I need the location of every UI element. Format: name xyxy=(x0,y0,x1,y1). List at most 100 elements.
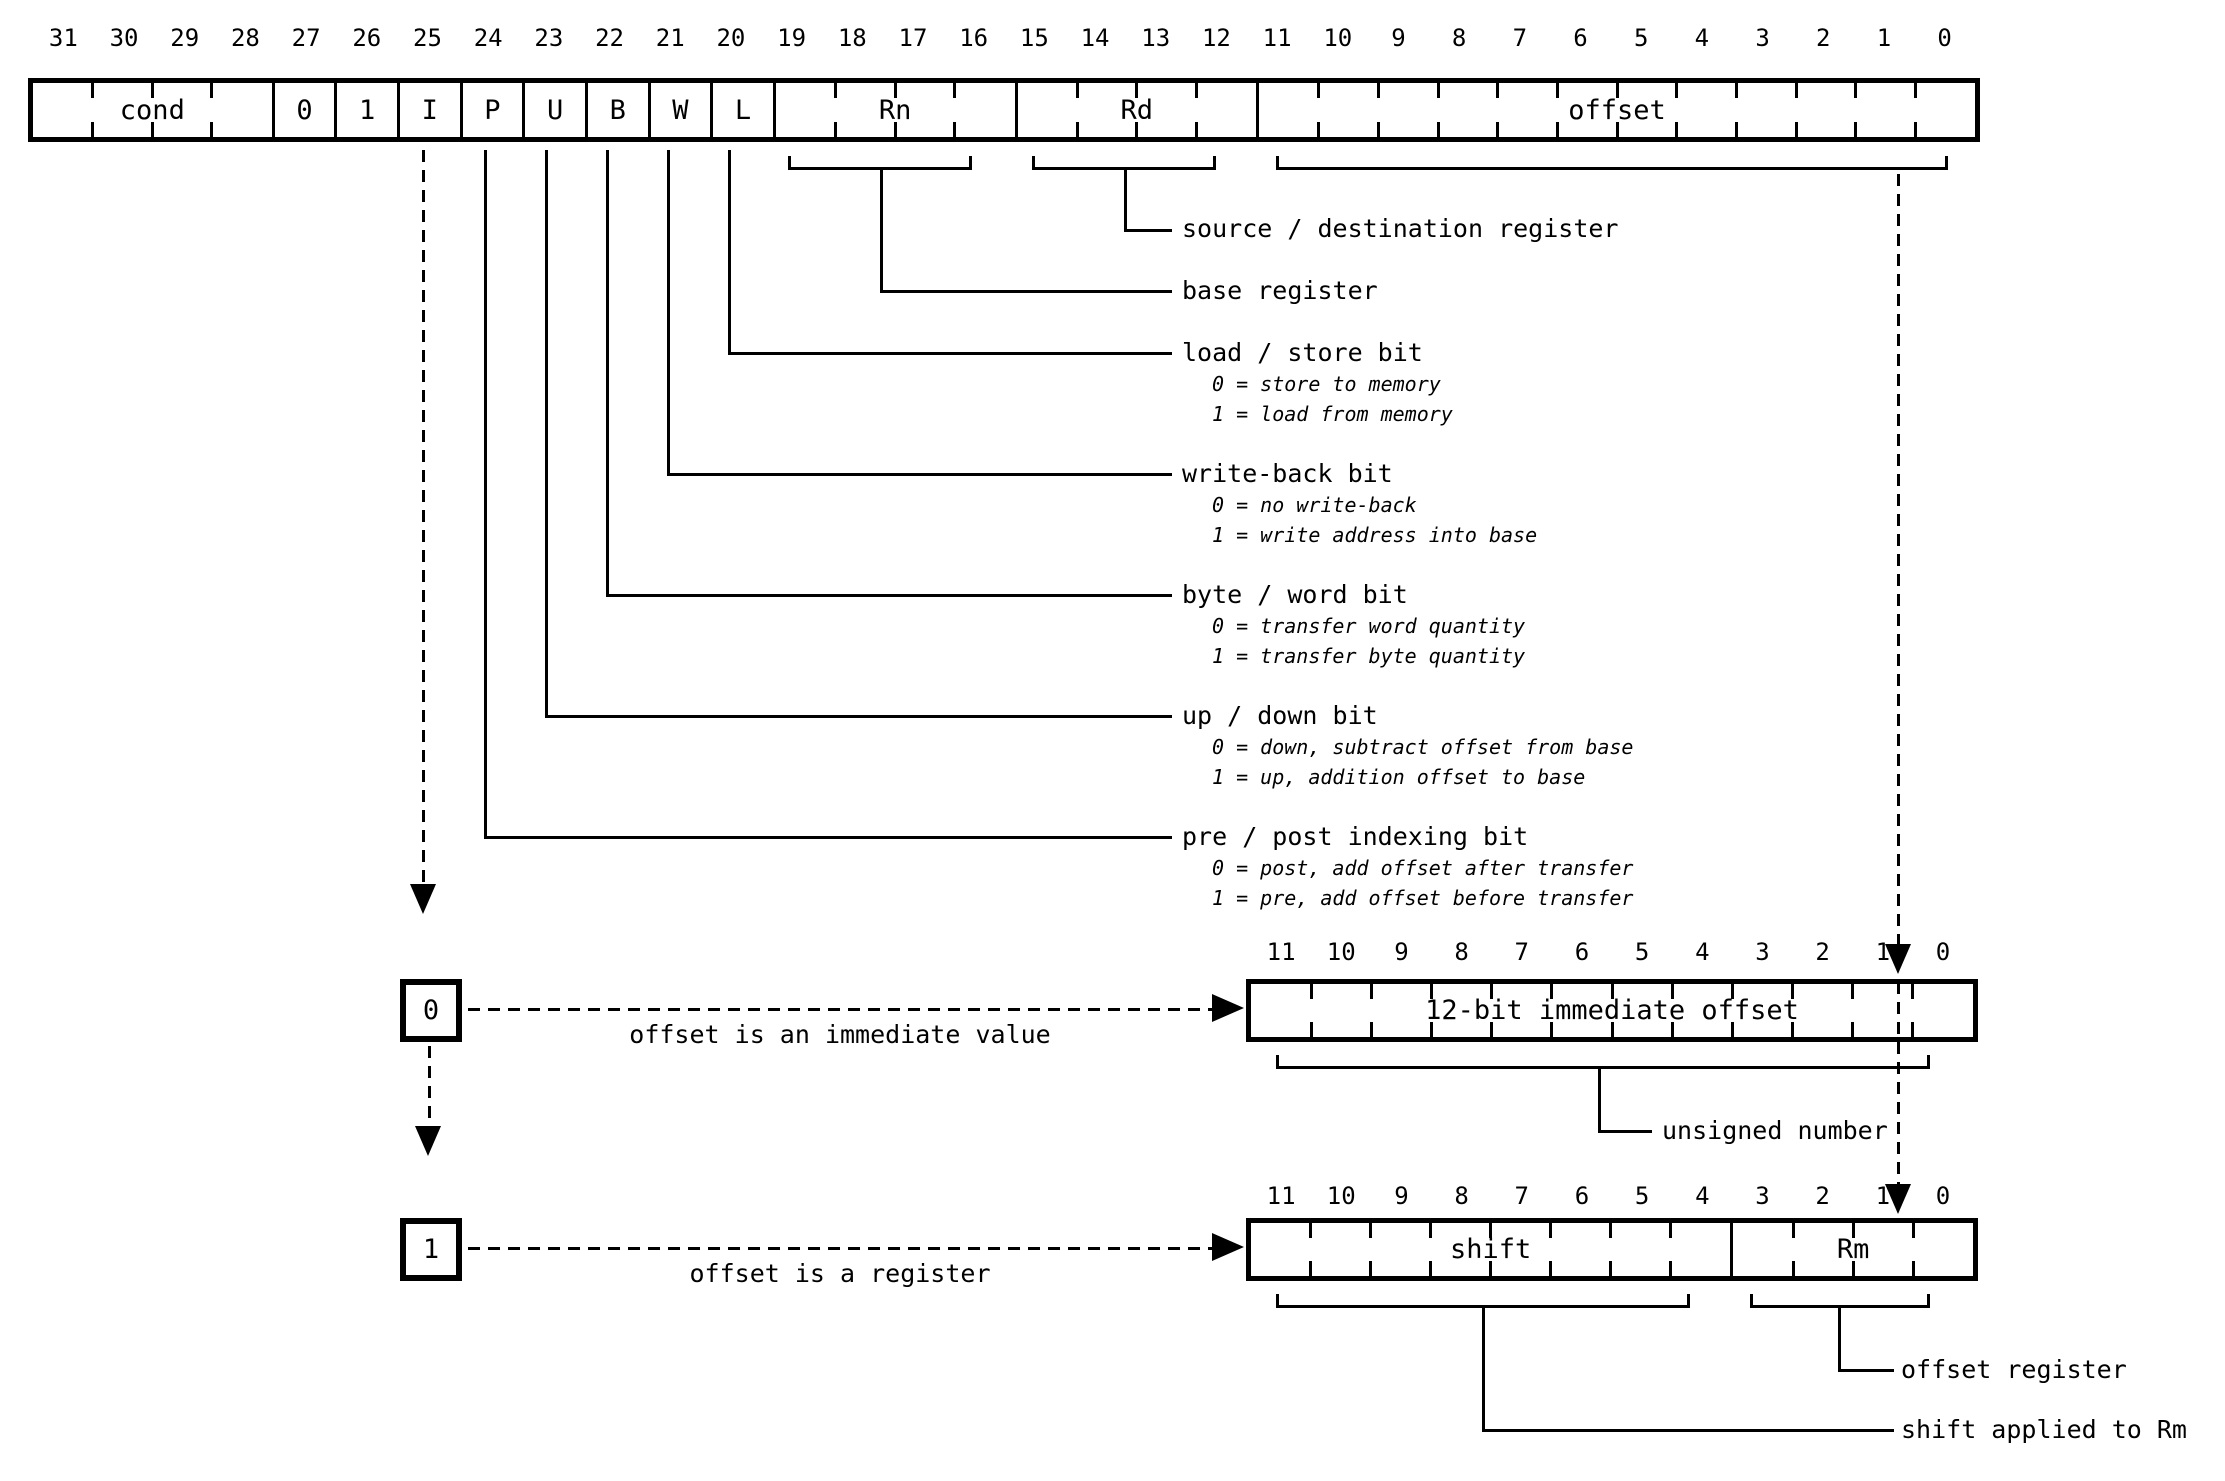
bit-number: 5 xyxy=(1633,24,1649,52)
bit-boundary-tick xyxy=(91,122,95,137)
arrowhead-register-branch-icon xyxy=(1212,1233,1244,1261)
field-label: offset xyxy=(1568,94,1666,126)
register-field-L: L xyxy=(713,83,776,137)
bit-number: 1 xyxy=(1876,24,1892,52)
dashed-line-i-bit xyxy=(422,150,425,882)
bit-number: 2 xyxy=(1815,1182,1830,1210)
bit-boundary-tick xyxy=(1549,1223,1553,1238)
bit-boundary-tick xyxy=(1730,984,1734,999)
bit-boundary-tick xyxy=(1549,1261,1553,1276)
register-field-offset: offset xyxy=(1259,83,1975,137)
arrowhead-offset-immediate-icon xyxy=(1885,944,1911,974)
label-offset-register: offset register xyxy=(1901,1355,2127,1384)
register-field-Rn: Rn xyxy=(776,83,1018,137)
bit-number: 10 xyxy=(1323,24,1353,52)
register-field-0: 0 xyxy=(275,83,338,137)
bit-number: 14 xyxy=(1080,24,1110,52)
bit-boundary-tick xyxy=(1913,122,1917,137)
bit-number: 7 xyxy=(1512,24,1528,52)
bit-number: 0 xyxy=(1937,24,1952,52)
connector-w-bit-to-label xyxy=(667,150,1172,476)
bit-boundary-tick xyxy=(1794,83,1798,98)
label-byte-word-bit: byte / word bit xyxy=(1182,580,1408,609)
bit-boundary-tick xyxy=(1615,122,1619,137)
field-label: Rn xyxy=(878,94,912,126)
bit-boundary-tick xyxy=(1791,1261,1795,1276)
bit-boundary-tick xyxy=(893,122,897,137)
bit-number: 3 xyxy=(1755,1182,1770,1210)
bit-boundary-tick xyxy=(834,122,838,137)
bit-boundary-tick xyxy=(1668,1261,1672,1276)
bracket-rd-field xyxy=(1032,156,1216,170)
field-label: L xyxy=(734,94,752,126)
bit-number: 29 xyxy=(170,24,200,52)
label-write-back-bit: write-back bit xyxy=(1182,459,1393,488)
bit-boundary-tick xyxy=(210,83,214,98)
bit-boundary-tick xyxy=(1317,83,1321,98)
field-label: cond xyxy=(119,94,185,126)
bit-boundary-tick xyxy=(1496,83,1500,98)
bit-number: 31 xyxy=(48,24,78,52)
bit-boundary-tick xyxy=(1730,1022,1734,1037)
connector-shift-applied xyxy=(1482,1308,1894,1432)
bit-boundary-tick xyxy=(1608,1223,1612,1238)
bit-number: 23 xyxy=(534,24,564,52)
bit-boundary-tick xyxy=(1791,1022,1794,1037)
register-field-1: 1 xyxy=(337,83,400,137)
connector-rn-to-label xyxy=(880,170,1172,293)
bit-boundary-tick xyxy=(1675,122,1679,137)
bit-boundary-tick xyxy=(91,83,95,98)
register-field-I: I xyxy=(400,83,463,137)
bit-boundary-tick xyxy=(1369,1223,1373,1238)
bit-number: 6 xyxy=(1574,938,1590,966)
bit-number: 30 xyxy=(109,24,139,52)
bit-boundary-tick xyxy=(1610,1022,1614,1037)
bit-boundary-tick xyxy=(1436,122,1440,137)
bit-boundary-tick xyxy=(1496,122,1500,137)
bit-boundary-tick xyxy=(1791,984,1794,999)
register-field-shift: shift xyxy=(1251,1223,1734,1276)
bit-boundary-tick xyxy=(1615,83,1619,98)
bit-boundary-tick xyxy=(1309,1261,1313,1276)
bit-number: 24 xyxy=(473,24,503,52)
label-unsigned-number: unsigned number xyxy=(1662,1116,1888,1145)
bit-boundary-tick xyxy=(1911,1223,1915,1238)
bit-boundary-tick xyxy=(150,122,154,137)
field-label: U xyxy=(546,94,564,126)
label-up-down-value-0: 0 = down, subtract offset from base xyxy=(1212,735,1634,759)
field-label: 1 xyxy=(358,94,376,126)
bit-boundary-tick xyxy=(1854,83,1858,98)
bit-boundary-tick xyxy=(1429,1223,1433,1238)
bit-number: 2 xyxy=(1816,24,1831,52)
field-label: Rd xyxy=(1120,94,1154,126)
bit-number: 27 xyxy=(291,24,321,52)
bit-boundary-tick xyxy=(150,83,154,98)
field-label: B xyxy=(609,94,626,126)
bit-number: 9 xyxy=(1394,938,1409,966)
bit-boundary-tick xyxy=(1608,1261,1612,1276)
bit-number: 5 xyxy=(1634,1182,1650,1210)
caption-offset-immediate: offset is an immediate value xyxy=(629,1020,1051,1049)
bit-boundary-tick xyxy=(1430,984,1433,999)
connector-p-bit-to-label xyxy=(484,150,1172,839)
connector-b-bit-to-label xyxy=(606,150,1172,597)
register-field-Rd: Rd xyxy=(1018,83,1260,137)
bit-boundary-tick xyxy=(1555,83,1559,98)
bit-boundary-tick xyxy=(953,83,957,98)
bit-number: 3 xyxy=(1755,938,1770,966)
label-up-down-bit: up / down bit xyxy=(1182,701,1378,730)
main-instruction-register-box: cond 0 1 I P U B W L Rn Rd offset xyxy=(28,78,1980,142)
bit-boundary-tick xyxy=(1734,122,1738,137)
connector-u-bit-to-label xyxy=(545,150,1172,718)
field-label: P xyxy=(484,94,501,126)
label-load-store-bit: load / store bit xyxy=(1182,338,1423,367)
bit-number: 3 xyxy=(1755,24,1770,52)
bit-boundary-tick xyxy=(210,122,214,137)
bit-boundary-tick xyxy=(1555,122,1559,137)
field-label: 12-bit immediate offset xyxy=(1425,995,1799,1026)
bit-number: 15 xyxy=(1019,24,1049,52)
label-byte-word-value-1: 1 = transfer byte quantity xyxy=(1212,644,1526,668)
bit-boundary-tick xyxy=(1794,122,1798,137)
bit-number: 6 xyxy=(1573,24,1588,52)
bit-boundary-tick xyxy=(1854,122,1858,137)
